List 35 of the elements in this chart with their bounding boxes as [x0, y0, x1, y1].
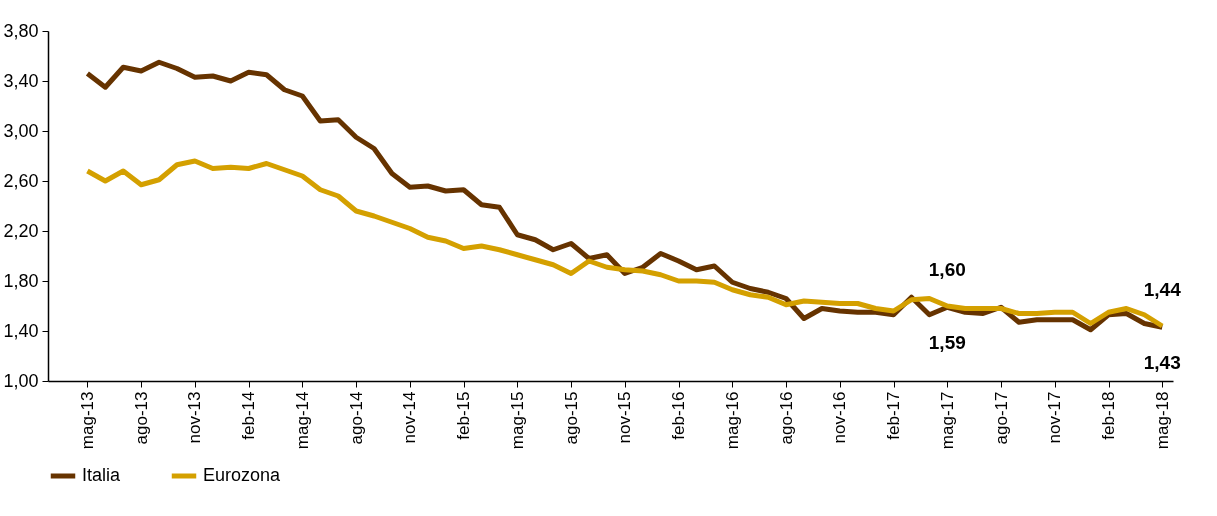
y-tick-label: 3,00 — [3, 120, 39, 141]
x-tick-label: mag-14 — [292, 391, 312, 450]
y-tick-label: 3,40 — [3, 70, 39, 91]
y-tick-label: 3,80 — [3, 20, 39, 41]
y-tick-label: 1,00 — [3, 370, 39, 391]
x-tick-label: nov-16 — [830, 391, 850, 444]
x-tick-label: nov-13 — [185, 391, 205, 444]
data-label: 1,59 — [928, 332, 966, 354]
y-tick-label: 2,20 — [3, 220, 39, 241]
data-label: 1,60 — [928, 259, 966, 280]
legend-label: Eurozona — [203, 465, 282, 485]
x-tick-label: nov-15 — [615, 391, 635, 444]
x-tick-label: feb-15 — [454, 391, 474, 440]
x-tick-label: feb-16 — [669, 391, 689, 440]
x-tick-label: ago-15 — [561, 391, 581, 445]
x-tick-label: nov-14 — [400, 391, 420, 444]
x-tick-label: ago-14 — [346, 391, 366, 445]
x-tick-label: ago-17 — [991, 391, 1011, 445]
legend-label: Italia — [82, 465, 122, 485]
x-tick-label: mag-17 — [937, 391, 957, 450]
x-tick-label: mag-16 — [722, 391, 742, 450]
data-label: 1,44 — [1143, 279, 1182, 300]
y-tick-label: 2,60 — [3, 170, 39, 191]
x-tick-label: ago-13 — [131, 391, 151, 445]
x-tick-label: ago-16 — [776, 391, 796, 445]
y-tick-label: 1,40 — [3, 320, 39, 341]
x-tick-label: nov-17 — [1045, 391, 1065, 444]
x-tick-label: feb-18 — [1099, 391, 1119, 440]
y-tick-label: 1,80 — [3, 270, 39, 291]
x-tick-label: mag-15 — [507, 391, 527, 450]
x-tick-label: mag-13 — [77, 391, 97, 450]
x-tick-label: feb-14 — [239, 391, 259, 440]
x-tick-label: feb-17 — [884, 391, 904, 440]
data-label: 1,43 — [1143, 352, 1181, 374]
x-tick-label: mag-18 — [1152, 391, 1172, 450]
